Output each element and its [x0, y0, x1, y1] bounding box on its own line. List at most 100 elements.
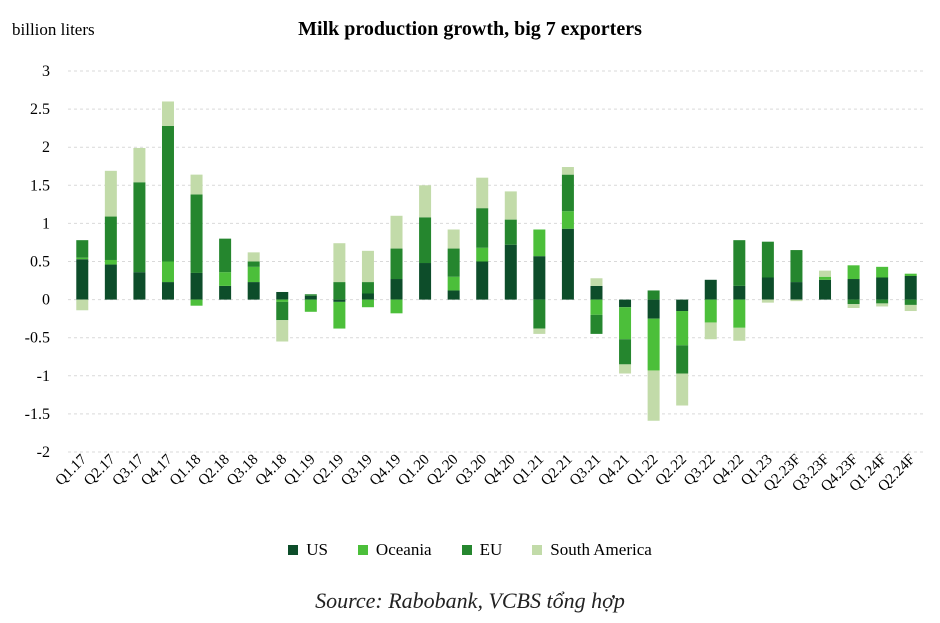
bar-segment-us	[619, 299, 632, 308]
bar-segment-us	[219, 285, 232, 300]
bar-segment-south-america	[504, 191, 517, 220]
bar-segment-eu	[904, 299, 917, 305]
bar-segment-south-america	[76, 299, 89, 311]
bar-segment-us	[590, 285, 603, 300]
legend-item-eu: EU	[461, 540, 502, 560]
bar-segment-us	[561, 228, 574, 300]
bar-segment-eu	[104, 216, 117, 260]
bar-segment-us	[190, 272, 203, 300]
x-tick-label: Q4.22	[710, 452, 748, 490]
y-tick-label: -0.5	[25, 330, 50, 347]
x-tick-label: Q1.20	[395, 452, 433, 490]
x-tick-label: Q2.18	[195, 452, 233, 490]
bar-segment-us	[504, 244, 517, 300]
bar-segment-south-america	[333, 243, 346, 283]
x-tick-label: Q3.21	[567, 452, 605, 490]
bar-segment-us	[533, 256, 546, 300]
bar-segment-south-america	[104, 170, 117, 217]
legend-item-south-america: South America	[532, 540, 652, 560]
x-tick-label: Q2.22	[652, 452, 690, 490]
bar-segment-eu	[133, 182, 146, 273]
bar-segment-eu	[247, 261, 260, 267]
bar-segment-oceania	[104, 259, 117, 265]
bar-segment-oceania	[847, 265, 860, 280]
x-tick-label: Q3.20	[453, 452, 491, 490]
bar-segment-eu	[276, 301, 289, 321]
bar-segment-oceania	[247, 266, 260, 283]
bar-segment-south-america	[561, 167, 574, 175]
bar-segment-eu	[333, 282, 346, 300]
y-tick-label: -2	[37, 444, 50, 461]
bar-segment-eu	[447, 248, 460, 277]
bar-segment-south-america	[876, 303, 889, 307]
bar-segment-us	[676, 299, 689, 312]
bar-segment-us	[647, 299, 660, 319]
bar-segment-south-america	[161, 101, 174, 126]
bar-segment-us	[790, 282, 803, 300]
x-tick-label: Q3.18	[224, 452, 262, 490]
bar-segment-us	[876, 277, 889, 300]
bar-segment-eu	[533, 299, 546, 329]
bar-segment-oceania	[876, 266, 889, 278]
y-tick-label: -1.5	[25, 406, 50, 423]
bar-segment-us	[476, 261, 489, 300]
bar-segment-south-america	[676, 373, 689, 406]
bar-segment-oceania	[704, 299, 717, 323]
bar-segment-eu	[590, 314, 603, 334]
bar-segment-south-america	[247, 252, 260, 262]
legend-swatch-oceania	[357, 545, 368, 555]
bar-segment-oceania	[361, 299, 374, 308]
bar-segment-oceania	[161, 261, 174, 283]
bar-segment-us	[447, 290, 460, 300]
bar-segment-south-america	[533, 328, 546, 334]
x-tick-label: Q3.19	[338, 452, 376, 490]
bar-segment-south-america	[133, 147, 146, 183]
x-tick-label: Q2.17	[81, 451, 119, 489]
y-axis-label: billion liters	[12, 20, 95, 39]
x-tick-label: Q4.17	[138, 451, 176, 489]
bar-segment-oceania	[533, 229, 546, 257]
bar-segment-us	[361, 293, 374, 300]
bar-segment-oceania	[476, 247, 489, 262]
legend-swatch-south-america	[532, 545, 543, 555]
y-tick-label: 2.5	[30, 101, 50, 118]
bar-segment-us	[161, 282, 174, 300]
bar-segment-oceania	[447, 276, 460, 291]
x-tick-label: Q4.18	[253, 452, 291, 490]
bar-segment-us	[819, 279, 832, 300]
bar-segment-us	[761, 277, 774, 300]
y-tick-label: 0	[42, 292, 50, 309]
chart-canvas: 3 2.5 2 1.5 1 0.5 0 -0.5 -1 -1.5 -2 Q1.17Q2.17Q3.17…	[25, 63, 925, 495]
y-tick-label: 3	[42, 63, 50, 80]
bar-segment-us	[333, 299, 346, 302]
bar-segment-us	[733, 285, 746, 300]
y-tick-label: 2	[42, 139, 50, 156]
bar-segment-us	[133, 272, 146, 300]
legend-item-oceania: Oceania	[357, 540, 432, 560]
legend-swatch-us	[288, 545, 299, 555]
bar-segment-us	[904, 275, 917, 300]
bar-segment-eu	[619, 339, 632, 365]
bar-segment-oceania	[904, 273, 917, 276]
bar-segment-south-america	[790, 299, 803, 302]
x-tick-label: Q4.19	[367, 452, 405, 490]
bar-segment-eu	[504, 219, 517, 245]
bar-segment-us	[76, 259, 89, 300]
x-tick-label: Q1.18	[167, 452, 205, 490]
legend-item-us: US	[288, 540, 328, 560]
bar-segment-eu	[304, 294, 317, 296]
legend-label-oceania: Oceania	[375, 540, 432, 559]
bar-segment-eu	[876, 299, 889, 304]
bar-segment-us	[276, 291, 289, 300]
bar-segment-eu	[790, 250, 803, 283]
bar-segment-eu	[476, 208, 489, 248]
bar-segment-oceania	[590, 299, 603, 315]
bar-segment-oceania	[333, 301, 346, 329]
x-tick-label: Q1.19	[281, 452, 319, 490]
x-tick-label: Q1.22	[624, 452, 662, 490]
bar-segment-oceania	[561, 211, 574, 229]
bar-segment-eu	[847, 299, 860, 305]
x-tick-label: Q2.21	[538, 452, 576, 490]
bar-segment-eu	[647, 290, 660, 300]
bar-segment-oceania	[190, 299, 203, 306]
